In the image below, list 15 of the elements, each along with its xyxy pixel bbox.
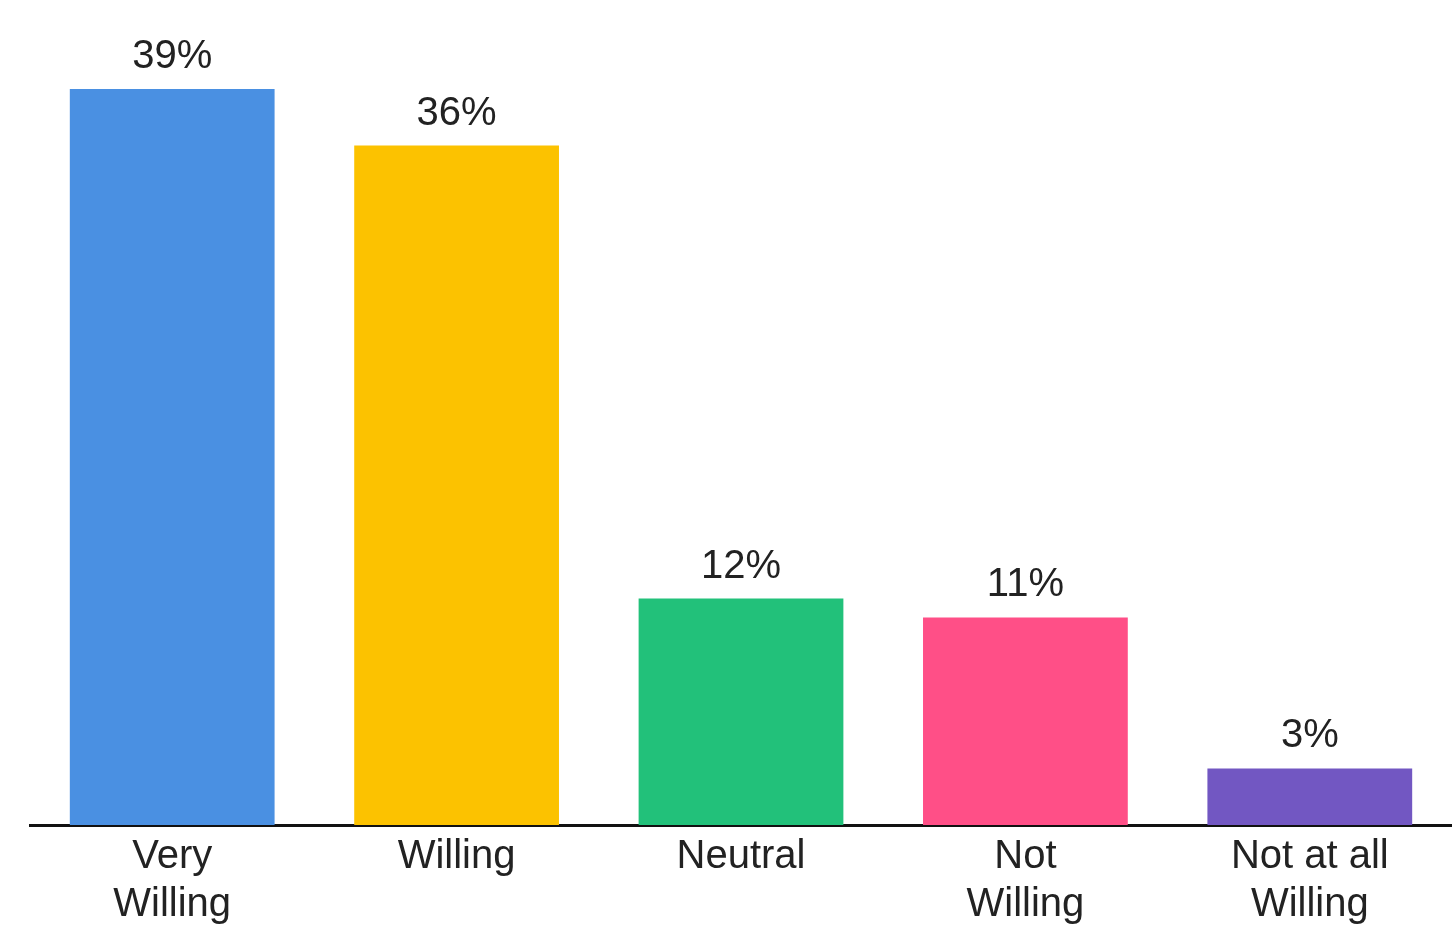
x-tick-label: Neutral	[676, 832, 806, 877]
x-tick-label: Not Willing	[966, 832, 1085, 925]
x-tick-label: Willing	[397, 832, 516, 877]
bar	[1207, 768, 1413, 825]
bar	[638, 598, 844, 825]
data-label: 12%	[700, 541, 782, 586]
data-label: 3%	[1280, 711, 1339, 756]
data-label: 11%	[986, 560, 1064, 605]
x-tick-label: Very Willing	[113, 832, 232, 925]
data-label: 39%	[132, 31, 213, 76]
data-label: 36%	[416, 88, 497, 133]
bar	[923, 617, 1128, 825]
x-tick-label: Not at all Willing	[1230, 832, 1389, 925]
bar	[69, 88, 275, 825]
bar	[354, 145, 559, 825]
